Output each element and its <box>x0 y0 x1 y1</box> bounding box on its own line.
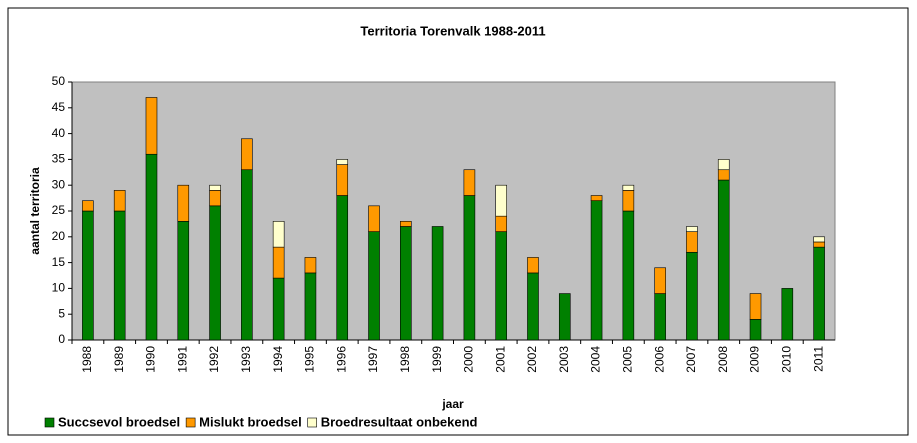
bar-segment <box>368 231 380 341</box>
x-tick-label: 1996 <box>334 346 348 373</box>
bar-segment <box>463 195 476 341</box>
bar-segment <box>813 241 825 248</box>
y-tick-label: 5 <box>58 306 65 320</box>
bar-segment <box>717 179 730 341</box>
y-tick-label: 45 <box>52 100 66 114</box>
bar-segment <box>813 246 825 341</box>
bar-segment <box>463 169 476 196</box>
legend-swatch <box>44 417 55 428</box>
y-tick-label: 0 <box>58 332 65 346</box>
x-tick-label: 2009 <box>748 346 762 373</box>
bar-segment <box>527 272 539 341</box>
bar-segment <box>304 272 317 341</box>
y-tick-label: 20 <box>52 229 66 243</box>
y-tick-label: 50 <box>52 74 66 88</box>
x-tick-label: 2004 <box>589 346 603 373</box>
x-tick-label: 1997 <box>366 346 380 373</box>
y-axis-label: aantal territoria <box>28 167 42 255</box>
bar-segment <box>781 288 794 341</box>
legend-label: Mislukt broedsel <box>199 414 302 429</box>
bar-segment <box>82 210 94 341</box>
x-tick-label: 2005 <box>621 346 635 373</box>
bar-segment <box>590 195 603 201</box>
x-axis-label: jaar <box>441 397 464 411</box>
legend-label: Succsevol broedsel <box>58 414 180 429</box>
bar-segment <box>209 190 221 207</box>
bar-segment <box>686 251 698 341</box>
bar-segment <box>400 226 412 341</box>
bar-segment <box>686 226 698 232</box>
bar-segment <box>336 195 349 341</box>
x-tick-label: 2011 <box>811 346 825 372</box>
x-tick-label: 2002 <box>525 346 539 373</box>
bar-segment <box>495 184 507 217</box>
bar-segment <box>241 169 253 341</box>
bar-segment <box>113 190 126 212</box>
y-tick-label: 15 <box>52 255 66 269</box>
bar-segment <box>495 231 507 341</box>
y-tick-label: 10 <box>52 281 66 295</box>
bar-segment <box>272 221 285 248</box>
chart-title: Territoria Torenvalk 1988-2011 <box>360 23 545 38</box>
bar-segment <box>622 210 635 341</box>
bar-segment <box>400 221 412 227</box>
bar-segment <box>749 319 762 341</box>
x-tick-label: 2006 <box>652 346 666 373</box>
x-tick-label: 1998 <box>398 346 412 373</box>
bar-segment <box>622 184 635 191</box>
bar-segment <box>368 205 380 232</box>
bar-segment <box>558 293 571 341</box>
x-tick-label: 2008 <box>716 346 730 373</box>
legend-swatch <box>185 417 196 428</box>
x-tick-label: 1991 <box>175 346 189 373</box>
bar-segment <box>177 221 190 341</box>
bar-segment <box>654 293 666 341</box>
bar-segment <box>209 184 221 191</box>
x-tick-label: 1994 <box>271 346 285 373</box>
bar-segment <box>145 97 158 155</box>
x-tick-label: 1989 <box>112 346 126 373</box>
x-tick-label: 2003 <box>557 346 571 373</box>
bar-segment <box>113 210 126 341</box>
bar-segment <box>336 159 349 165</box>
bar-segment <box>177 184 190 222</box>
bar-segment <box>272 277 285 341</box>
bar-segment <box>209 205 221 341</box>
x-tick-label: 1999 <box>430 346 444 373</box>
y-tick-label: 30 <box>52 177 66 191</box>
plot-area <box>71 81 836 341</box>
bar-segment <box>495 215 507 232</box>
bar-segment <box>717 159 730 171</box>
bar-segment <box>272 246 285 279</box>
bar-segment <box>717 169 730 181</box>
bar-segment <box>654 267 666 294</box>
legend-label: Broedresultaat onbekend <box>321 414 478 429</box>
legend-swatch <box>307 417 318 428</box>
bar-segment <box>82 200 94 212</box>
x-tick-label: 1992 <box>207 346 221 373</box>
x-tick-label: 1995 <box>303 346 317 373</box>
bar-segment <box>241 138 253 171</box>
x-tick-label: 2000 <box>462 346 476 373</box>
bar-segment <box>749 293 762 320</box>
y-tick-label: 40 <box>52 126 66 140</box>
bar-segment <box>431 226 444 341</box>
x-tick-label: 2007 <box>684 346 698 373</box>
y-tick-label: 35 <box>52 152 66 166</box>
bar-segment <box>590 200 603 341</box>
bar-segment <box>813 236 825 243</box>
bar-segment <box>145 153 158 341</box>
bar-segment <box>622 190 635 212</box>
x-tick-label: 1993 <box>239 346 253 373</box>
bar-segment <box>527 257 539 274</box>
bar-segment <box>686 231 698 253</box>
y-tick-label: 25 <box>52 203 66 217</box>
x-tick-label: 2001 <box>493 346 507 373</box>
x-tick-label: 1990 <box>144 346 158 373</box>
x-tick-label: 1988 <box>80 346 94 373</box>
bar-segment <box>336 164 349 196</box>
x-tick-label: 2010 <box>779 346 793 373</box>
bar-segment <box>304 257 317 274</box>
